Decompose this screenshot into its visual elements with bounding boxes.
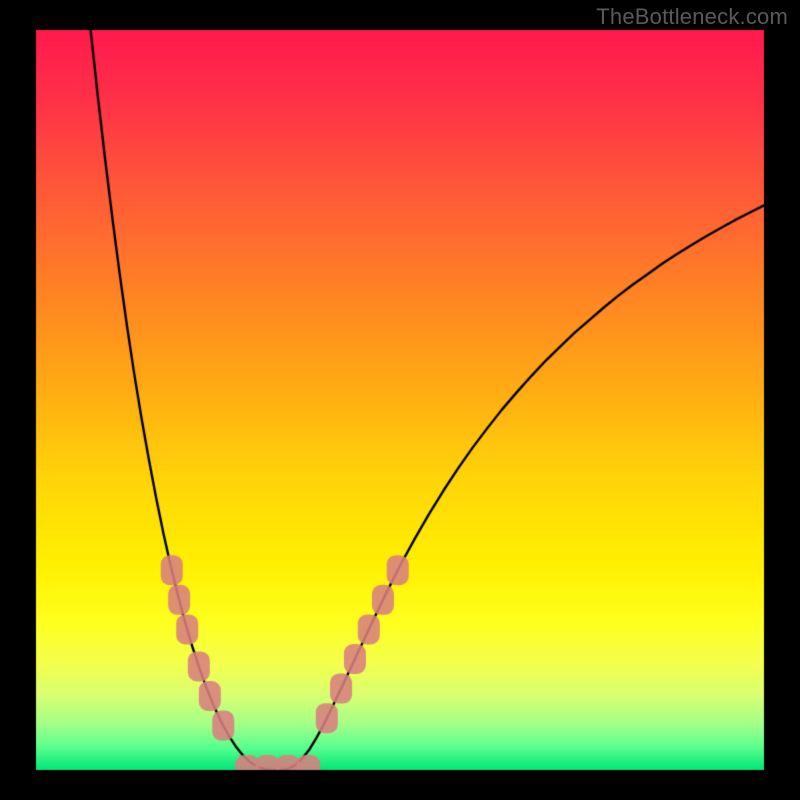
watermark-text: TheBottleneck.com bbox=[596, 4, 788, 30]
bottleneck-chart bbox=[0, 0, 800, 800]
